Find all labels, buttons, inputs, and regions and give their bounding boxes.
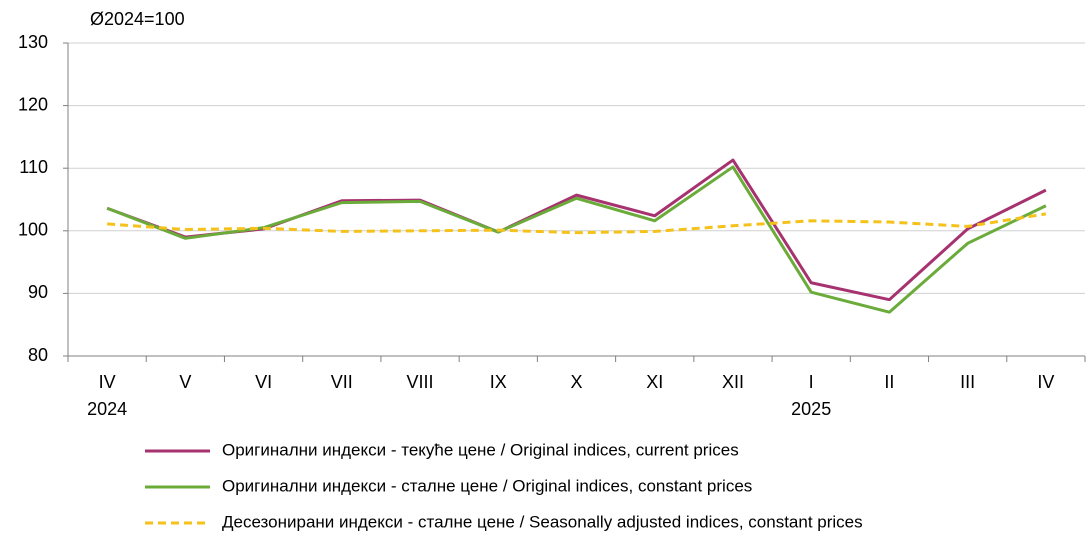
legend-label: Десезонирани индекси - сталне цене / Sea…	[222, 512, 863, 531]
y-tick-label: 80	[28, 345, 48, 365]
x-tick-label: II	[884, 372, 894, 392]
y-tick-label: 90	[28, 282, 48, 302]
y-tick-label: 110	[19, 157, 48, 177]
legend-label: Оригинални индекси - текуће цене / Origi…	[222, 440, 739, 459]
y-tick-label: 100	[18, 220, 48, 240]
series-line	[106, 165, 1047, 314]
x-tick-label: III	[960, 372, 975, 392]
legend-label: Оригинални индекси - сталне цене / Origi…	[222, 476, 752, 495]
x-tick-label: IV	[99, 372, 116, 392]
x-tick-label: IX	[490, 372, 507, 392]
y-axis-label: Ø2024=100	[90, 9, 185, 29]
x-tick-label: VII	[331, 372, 353, 392]
x-tick-label: IV	[1037, 372, 1054, 392]
y-tick-label: 120	[18, 94, 48, 114]
x-tick-label: 2024	[87, 399, 127, 419]
x-tick-label: VI	[255, 372, 272, 392]
x-tick-label: 2025	[791, 399, 831, 419]
x-tick-label: X	[570, 372, 582, 392]
x-tick-label: VIII	[407, 372, 434, 392]
x-tick-label: XII	[722, 372, 744, 392]
x-tick-label: I	[809, 372, 814, 392]
x-tick-label: XI	[646, 372, 663, 392]
series-line	[107, 212, 1047, 235]
y-tick-label: 130	[18, 32, 48, 52]
x-tick-label: V	[179, 372, 191, 392]
